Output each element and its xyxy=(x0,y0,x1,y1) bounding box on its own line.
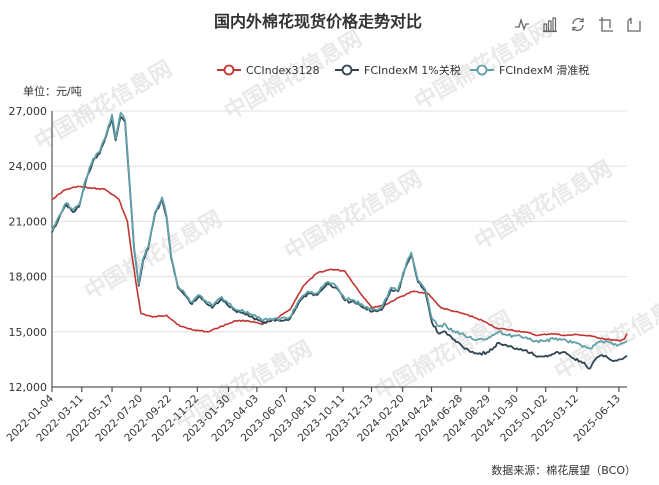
y-tick-label: 18,000 xyxy=(9,271,48,284)
legend-item[interactable]: CCIndex3128 xyxy=(217,64,320,77)
y-tick-label: 24,000 xyxy=(9,160,48,173)
toolbox xyxy=(513,15,643,33)
legend-label: CCIndex3128 xyxy=(246,64,320,77)
legend-marker xyxy=(476,64,488,76)
watermark-text: 中国棉花信息网 xyxy=(280,166,426,266)
y-tick-label: 27,000 xyxy=(9,105,48,118)
series-layer xyxy=(51,111,628,370)
watermark-text: 中国棉花信息网 xyxy=(370,306,516,406)
line-chart-icon[interactable] xyxy=(513,15,531,33)
series-line[interactable] xyxy=(51,115,628,370)
unit-label: 单位：元/吨 xyxy=(23,84,82,98)
legend-label: FCIndexM 1%关税 xyxy=(364,63,461,77)
legend-label: FCIndexM 滑准税 xyxy=(499,63,589,77)
legend: CCIndex3128 FCIndexM 1%关税 FCIndexM 滑准税 xyxy=(217,63,589,77)
watermark-text: 中国棉花信息网 xyxy=(470,156,616,256)
y-axis: 12,000 15,000 18,000 21,000 24,000 27,000 xyxy=(9,105,48,394)
series-line[interactable] xyxy=(51,111,628,350)
legend-item[interactable]: FCIndexM 滑准税 xyxy=(470,63,589,77)
y-tick-label: 12,000 xyxy=(9,381,48,394)
bar-chart-icon[interactable] xyxy=(541,15,559,33)
chart-title: 国内外棉花现货价格走势对比 xyxy=(214,12,422,31)
x-axis: 2022-01-042022-03-112022-05-172022-07-20… xyxy=(4,387,623,444)
grid xyxy=(51,110,627,388)
legend-marker xyxy=(341,64,353,76)
y-tick-label: 15,000 xyxy=(9,326,48,339)
data-view-icon[interactable] xyxy=(597,15,615,33)
y-tick-label: 21,000 xyxy=(9,215,48,228)
save-image-icon[interactable] xyxy=(625,15,643,33)
series-line[interactable] xyxy=(51,185,628,342)
source-label: 数据来源：棉花展望（BCO） xyxy=(491,463,636,477)
restore-icon[interactable] xyxy=(569,15,587,33)
legend-marker xyxy=(223,64,235,76)
legend-item[interactable]: FCIndexM 1%关税 xyxy=(335,63,461,77)
